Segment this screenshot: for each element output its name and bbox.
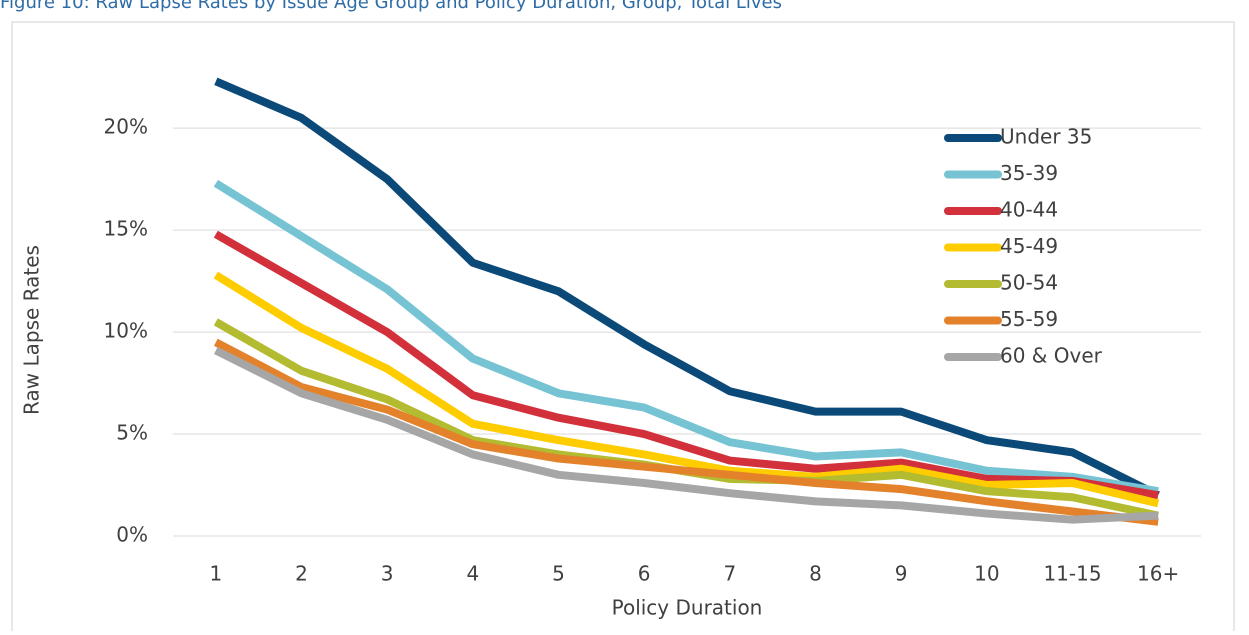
x-tick-label: 6 bbox=[638, 562, 651, 586]
chart-border bbox=[11, 21, 1235, 635]
series-line bbox=[214, 346, 1159, 524]
x-tick-label: 3 bbox=[381, 562, 394, 586]
legend-label: 45-49 bbox=[1000, 234, 1058, 258]
y-tick-label: 5% bbox=[116, 421, 148, 445]
legend-label: 35-39 bbox=[1000, 161, 1058, 185]
x-tick-label: 10 bbox=[974, 562, 999, 586]
y-tick-label: 10% bbox=[104, 319, 148, 343]
x-tick-label: 5 bbox=[552, 562, 565, 586]
series-line bbox=[214, 77, 1160, 499]
legend-label: 55-59 bbox=[1000, 307, 1058, 331]
x-axis-title: Policy Duration bbox=[612, 596, 763, 620]
series-line bbox=[213, 230, 1159, 500]
legend-label: Under 35 bbox=[1000, 125, 1092, 149]
y-tick-label: 0% bbox=[116, 523, 148, 547]
series-line bbox=[213, 179, 1159, 496]
y-axis-title: Raw Lapse Rates bbox=[20, 245, 44, 415]
series-line bbox=[213, 271, 1160, 508]
x-tick-label: 2 bbox=[295, 562, 308, 586]
y-tick-label: 20% bbox=[104, 115, 148, 139]
x-tick-label: 7 bbox=[723, 562, 736, 586]
x-tick-label: 4 bbox=[466, 562, 479, 586]
legend-label: 60 & Over bbox=[1000, 344, 1103, 368]
x-tick-label: 16+ bbox=[1137, 562, 1179, 586]
legend-label: 50-54 bbox=[1000, 271, 1058, 295]
x-tick-label: 9 bbox=[895, 562, 908, 586]
x-tick-label: 8 bbox=[809, 562, 822, 586]
legend-label: 40-44 bbox=[1000, 198, 1058, 222]
x-tick-label: 1 bbox=[209, 562, 222, 586]
series-line bbox=[213, 338, 1159, 526]
y-tick-label: 15% bbox=[104, 217, 148, 241]
x-tick-label: 11-15 bbox=[1043, 562, 1101, 586]
chart-title: Figure 10: Raw Lapse Rates by Issue Age … bbox=[0, 0, 782, 13]
